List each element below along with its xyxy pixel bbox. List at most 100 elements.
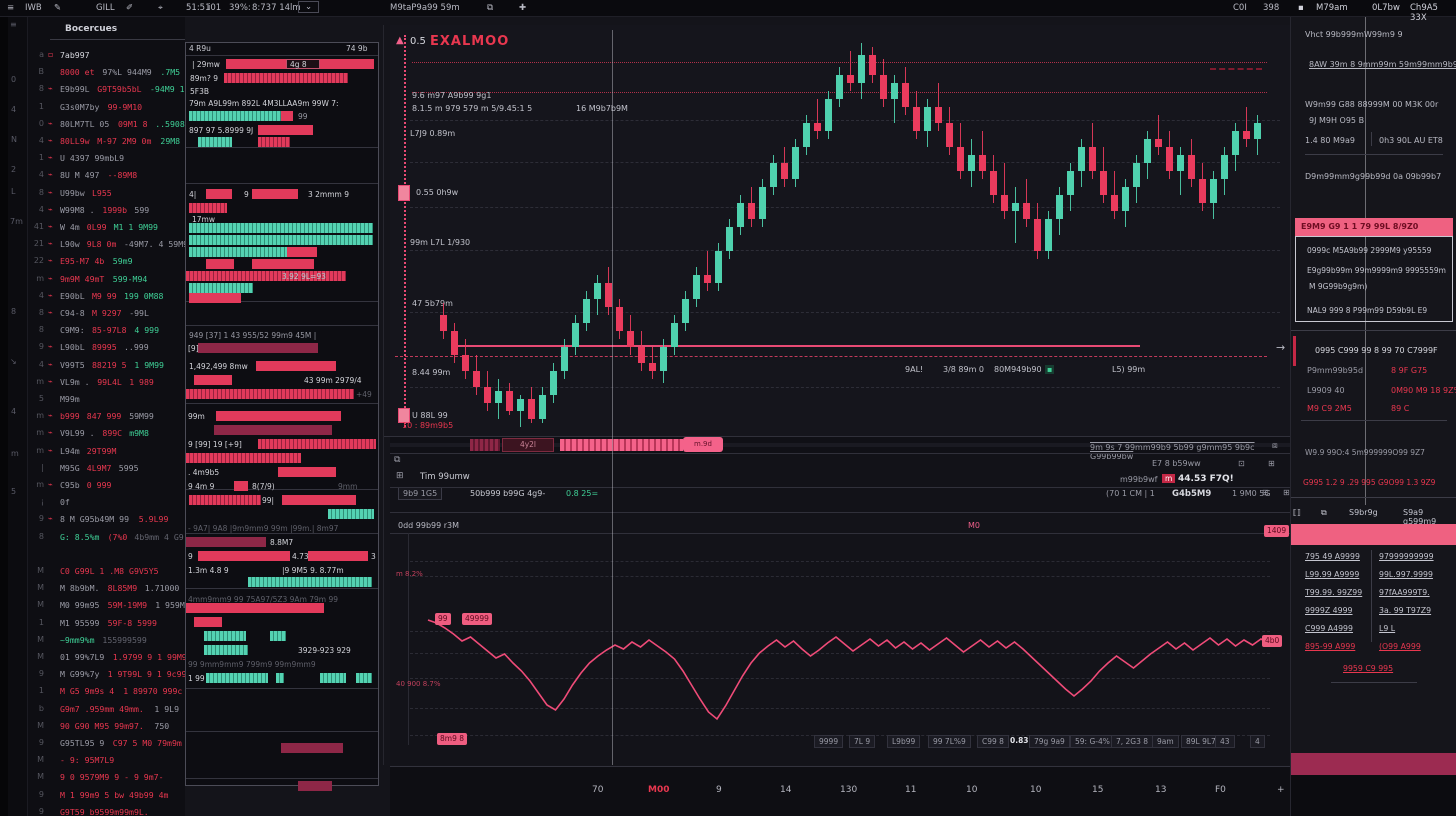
strip-tool-icon[interactable]: N bbox=[11, 135, 17, 144]
strip-tool-icon[interactable]: 4 bbox=[11, 407, 17, 416]
watchlist-row[interactable]: m ⌁ C95b 0 999 bbox=[28, 477, 185, 493]
link-item[interactable]: T99.99. 99Z99 bbox=[1305, 588, 1363, 597]
dom-row[interactable]: 3.92 9L=93 3.92 9L=93 bbox=[186, 271, 378, 283]
watchlist-row[interactable]: 4 ⌁ E90bL M9 99 199 0M88 bbox=[28, 288, 185, 304]
watchlist-row[interactable]: 21 ⌁ L90w 9L8 0m -49M7. 4 59M9 bbox=[28, 236, 185, 252]
watchlist-row[interactable]: ¡ 0f bbox=[28, 494, 185, 510]
watchlist-row[interactable]: 9 M G99%7y 1 9T99L 9 1 9c999 bbox=[28, 666, 185, 682]
bottom-tab[interactable]: S9br9g bbox=[1349, 508, 1378, 517]
watchlist-row[interactable]: 9 M 1 99m9 5 bw 49b99 4m bbox=[28, 787, 185, 803]
watchlist-row[interactable]: 8 ⌁ E9b99L G9T59b5bL -94M9 1049 bbox=[28, 81, 185, 97]
watchlist-row[interactable]: 8 G: 8.5%m (7%0 4b9mm 4 G9 bbox=[28, 529, 185, 545]
watchlist-row[interactable]: 4 ⌁ 80LL9w M-97 2M9 0m 29M8 bbox=[28, 133, 185, 149]
dom-row[interactable]: 9 [99] 19 [+9] 9 [99] 19 [+9] bbox=[186, 439, 378, 451]
watchlist-row[interactable]: 1 M1 95599 59F-8 5999 bbox=[28, 615, 185, 631]
link-item[interactable]: C999 A4999 bbox=[1305, 624, 1353, 633]
watchlist-row[interactable]: 8 ⌁ C94-8 M 9297 -99L bbox=[28, 305, 185, 321]
dom-row[interactable] bbox=[186, 631, 378, 643]
panel-icon[interactable]: ⧉ bbox=[394, 455, 401, 465]
percent-readout[interactable]: 39%: bbox=[229, 3, 251, 13]
watchlist-row[interactable]: 9 G9T59 b9599m99m9L. bbox=[28, 804, 185, 816]
osc-button[interactable]: 0.83 bbox=[1010, 736, 1029, 745]
watchlist-row[interactable]: 4 ⌁ V99T5 88219 5 1 9M99 bbox=[28, 357, 185, 373]
osc-button[interactable]: 9am bbox=[1152, 735, 1179, 748]
osc-button[interactable]: 43 bbox=[1215, 735, 1235, 748]
dom-row[interactable] bbox=[186, 223, 378, 235]
dom-row[interactable]: 4| 9 3 2mmm 9 4| 9 3 2mmm 9 bbox=[186, 189, 378, 201]
left-icon-strip[interactable]: ≡ 0 4 N 2 L 7m 8 ↘ 4 m 5 bbox=[0, 17, 28, 816]
dom-row[interactable]: 9 4.73 3 9 4.73 3 bbox=[186, 551, 378, 563]
pencil-icon[interactable]: ✎ bbox=[54, 3, 62, 13]
dom-row[interactable] bbox=[186, 743, 378, 755]
add-icon[interactable]: ✚ bbox=[519, 3, 527, 13]
osc-button[interactable]: 7, 2G3 8 bbox=[1111, 735, 1154, 748]
dom-row[interactable]: 949 [37] 1 43 955/52 99m9 45M | 949 [37] … bbox=[186, 330, 378, 342]
dom-row[interactable] bbox=[186, 235, 378, 247]
dom-row[interactable] bbox=[186, 259, 378, 271]
dom-row[interactable]: 1.3m 4.8 9 |9 9M5 9. 8.77m 1.3m 4.8 9 |9 9M… bbox=[186, 565, 378, 577]
cursor-icon[interactable]: ⌖ bbox=[158, 3, 163, 13]
osc-button[interactable]: 79g 9a9 bbox=[1029, 735, 1070, 748]
watchlist-row[interactable]: 1 ⌁ U 4397 99mbL9 bbox=[28, 150, 185, 166]
slider-seg-hatch1[interactable] bbox=[470, 439, 500, 451]
watchlist-row[interactable]: 41 ⌁ W 4m 0L99 M1 1 9M99 bbox=[28, 219, 185, 235]
dom-row[interactable]: 79m A9L99m 892L 4M3LLAA9m 99W 7: 79m A9L9… bbox=[186, 98, 378, 110]
watchlist-row[interactable]: a ▫ 7ab997 bbox=[28, 47, 185, 63]
footer-red-link[interactable]: 9959 C9 995 bbox=[1343, 664, 1394, 673]
draw-icon[interactable]: ✐ bbox=[126, 3, 134, 13]
dom-row[interactable]: 1 99 1 99 bbox=[186, 673, 378, 685]
strip-tool-icon[interactable]: L bbox=[11, 187, 16, 196]
dom-row[interactable]: 99| 99| bbox=[186, 495, 378, 507]
watchlist-row[interactable]: M M 8b9bM. 8L85M9 1.71000 bbox=[28, 580, 185, 596]
scroll-right-arrow[interactable]: → bbox=[1276, 341, 1286, 354]
strip-tool-icon[interactable]: 2 bbox=[11, 165, 17, 174]
bottom-tab[interactable]: ⟦⟧ bbox=[1293, 508, 1301, 517]
dom-row[interactable] bbox=[186, 203, 378, 215]
link-item-red[interactable]: 895-99 A999 bbox=[1305, 642, 1356, 651]
menu-icon[interactable]: ≡ bbox=[7, 3, 15, 13]
link-item[interactable]: 3a. 99 T97Z9 bbox=[1379, 606, 1432, 615]
watchlist-row[interactable]: 5 M99m bbox=[28, 391, 185, 407]
session-readout[interactable]: 8:737 14lm bbox=[252, 3, 301, 13]
watchlist-row[interactable]: 22 ⌁ E95-M7 4b 59m9 bbox=[28, 253, 185, 269]
strip-tool-icon[interactable]: 4 bbox=[11, 105, 17, 114]
watchlist-row[interactable]: 9 ⌁ 8 M G95b49M 99 5.9L99 bbox=[28, 511, 185, 527]
watchlist-row[interactable]: M 01 99%7L9 1.9799 9 1 99M97 bbox=[28, 649, 185, 665]
bottom-tab[interactable]: S9a9 g599m9 bbox=[1403, 508, 1437, 526]
dom-row[interactable]: 3929-923 929 3929-923 929 bbox=[186, 645, 378, 657]
watchlist-row[interactable]: 0 ⌁ 80LM7TL 05 09M1 8 ..5908 bbox=[28, 116, 185, 132]
strip-tool-icon[interactable]: 0 bbox=[11, 75, 17, 84]
dom-row[interactable]: [9] [9] bbox=[186, 343, 378, 355]
watchlist-row[interactable]: m ⌁ L94m 29T99M bbox=[28, 443, 185, 459]
osc-button[interactable]: 59: G-4% bbox=[1070, 735, 1115, 748]
dom-row[interactable]: 99 99 bbox=[186, 111, 378, 123]
osc-button[interactable]: 7L 9 bbox=[849, 735, 876, 748]
watchlist-row[interactable]: 8 ⌁ U99bw L955 bbox=[28, 185, 185, 201]
dom-row[interactable]: . 4m9b5. 4m9b5 bbox=[186, 467, 378, 479]
dom-row[interactable] bbox=[186, 577, 378, 589]
dom-row[interactable]: - 9A7| 9A8 |9m9mm9 99m |99m.| 8m97- 9A7|… bbox=[186, 523, 378, 535]
dom-row[interactable]: 897 97 5.8999 9J 897 97 5.8999 9J bbox=[186, 125, 378, 137]
window-icon[interactable]: ⧉ bbox=[487, 3, 494, 13]
bottom-tab[interactable]: ⧉ bbox=[1321, 508, 1327, 517]
dom-row[interactable]: 17mw 17mw bbox=[186, 214, 378, 226]
dom-row[interactable] bbox=[186, 247, 378, 259]
sidebar-tab[interactable]: 0L7bw bbox=[1372, 3, 1400, 13]
osc-button[interactable]: L9b99 bbox=[887, 735, 921, 748]
dom-row[interactable]: 99m 99m bbox=[186, 411, 378, 423]
watchlist-row[interactable]: M C0 G99L 1 .M8 G9V5Y5 bbox=[28, 563, 185, 579]
strip-tool-icon[interactable]: 8 bbox=[11, 307, 17, 316]
link-item[interactable]: L9 L bbox=[1379, 624, 1396, 633]
timeframe-selector[interactable]: 9b9 1G5 bbox=[398, 487, 443, 500]
watchlist-row[interactable]: m ⌁ 9m9M 49mT 599-M94 bbox=[28, 271, 185, 287]
strip-tool-icon[interactable]: 7m bbox=[10, 217, 23, 226]
watchlist-row[interactable]: 1M G5 9m9s 41 89970 999c..99b4) bbox=[28, 683, 185, 699]
link-item[interactable]: 97999999999 bbox=[1379, 552, 1434, 561]
osc-button[interactable]: 9999 bbox=[814, 735, 844, 748]
dom-row[interactable] bbox=[186, 425, 378, 437]
watchlist-row[interactable]: 9 ⌁ L90bL 89995 ..999 bbox=[28, 339, 185, 355]
app-logo[interactable]: IWB bbox=[25, 3, 42, 13]
watchlist-row[interactable]: 4 ⌁ 8U M 497 --89M8 bbox=[28, 167, 185, 183]
watchlist-row[interactable]: m ⌁ b999 847 999 59M99 bbox=[28, 408, 185, 424]
dom-row[interactable] bbox=[186, 283, 378, 295]
